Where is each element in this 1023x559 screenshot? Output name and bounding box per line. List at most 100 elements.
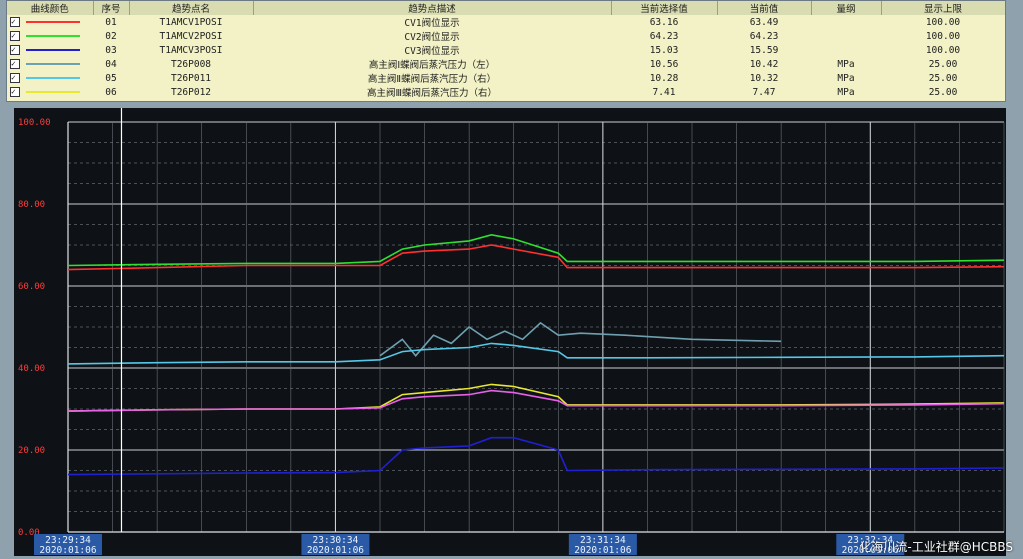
legend-header-row: 曲线颜色 序号 趋势点名 趋势点描述 当前选择值 当前值 量纲 显示上限 (7, 1, 1005, 15)
header-selected-value: 当前选择值 (611, 1, 718, 15)
legend-current-value: 7.47 (752, 86, 776, 98)
checkbox-icon[interactable]: ✓ (10, 45, 20, 55)
legend-row[interactable]: ✓ 02 T1AMCV2POSI CV2阀位显示 64.23 64.23 100.00 (7, 29, 1005, 43)
legend-row[interactable]: ✓ 03 T1AMCV3POSI CV3阀位显示 15.03 15.59 100.00 (7, 43, 1005, 57)
x-tick-label-background (34, 534, 102, 555)
legend-selected-value: 15.03 (649, 44, 679, 56)
legend-row[interactable]: ✓ 05 T26P011 高主阀Ⅱ蝶阀后蒸汽压力（右） 10.28 10.32 MPa 25.… (7, 71, 1005, 85)
legend-current-value: 10.42 (749, 58, 779, 70)
legend-current-value: 64.23 (749, 30, 779, 42)
series-color-swatch (26, 49, 80, 51)
legend-tag: T26P012 (170, 86, 212, 98)
legend-color-cell[interactable]: ✓ (7, 29, 93, 43)
legend-description: CV2阀位显示 (404, 32, 460, 43)
series-line-01 (67, 244, 1005, 271)
legend-tag: T26P008 (170, 58, 212, 70)
checkbox-icon[interactable]: ✓ (10, 73, 20, 83)
y-tick-label: 0.00 (18, 528, 40, 538)
series-line-03 (67, 436, 1005, 476)
legend-index: 06 (105, 86, 117, 98)
legend-current-value: 10.32 (749, 72, 779, 84)
legend-unit (811, 29, 881, 43)
legend-color-cell[interactable]: ✓ (7, 99, 93, 102)
legend-unit: MPa (837, 58, 855, 70)
checkbox-icon[interactable]: ✓ (10, 17, 20, 27)
legend-tag: T26P009 (129, 99, 253, 102)
y-tick-label: 60.00 (18, 282, 45, 292)
series-line-02 (67, 233, 1005, 267)
legend-tag: T1AMCV2POSI (159, 30, 223, 42)
header-tag: 趋势点名 (129, 1, 254, 15)
legend-current-value: 7.36 (717, 99, 811, 102)
x-tick-time-label: 23:29:34 (45, 535, 91, 546)
legend-tag: T1AMCV3POSI (159, 44, 223, 56)
legend-unit: MPa (837, 86, 855, 98)
legend-color-cell[interactable]: ✓ (7, 43, 93, 57)
series-color-swatch (26, 63, 80, 65)
legend-row[interactable]: ✓ 06 T26P012 高主阀Ⅲ蝶阀后蒸汽压力（右） 7.41 7.47 MPa 25.00 (7, 85, 1005, 99)
legend-description: 高主阀Ⅲ蝶阀后蒸汽压力（右） (366, 88, 498, 99)
trend-plot-area[interactable]: 100.00 80.00 60.00 40.00 20.00 0.00 23:29:34 20… (14, 108, 1006, 556)
x-tick-date-label: 2020:01:06 (39, 545, 96, 556)
header-unit: 量纲 (811, 1, 882, 15)
x-tick-time-label: 23:32:34 (847, 535, 893, 546)
legend-upper-limit: 25.00 (928, 58, 958, 70)
legend-description: 高主阀Ⅳ蝶阀后蒸汽压力（左） (253, 99, 611, 101)
header-current-value: 当前值 (717, 1, 812, 15)
legend-color-cell[interactable]: ✓ (7, 85, 93, 99)
checkbox-icon[interactable]: ✓ (10, 101, 20, 102)
legend-selected-value: 63.16 (649, 16, 679, 28)
x-tick-label-background (836, 534, 905, 555)
legend-upper-limit: 100.00 (925, 30, 961, 42)
x-tick-label-background (568, 534, 637, 555)
legend-current-value: 15.59 (749, 44, 779, 56)
legend-row[interactable]: ✓ 04 T26P008 高主阀Ⅰ蝶阀后蒸汽压力（左） 10.56 10.42 MPa 25.… (7, 57, 1005, 71)
legend-selected-value: 10.28 (649, 72, 679, 84)
legend-upper-limit: 25.00 (881, 99, 1005, 102)
checkbox-icon[interactable]: ✓ (10, 87, 20, 97)
y-tick-label: 100.00 (18, 118, 51, 128)
legend-tag: T26P011 (170, 72, 212, 84)
legend-index: 05 (105, 72, 117, 84)
legend-row[interactable]: ✓ 01 T1AMCV1POSI CV1阀位显示 63.16 63.49 100.00 (7, 15, 1005, 29)
legend-color-cell[interactable]: ✓ (7, 15, 93, 29)
checkbox-icon[interactable]: ✓ (10, 31, 20, 41)
legend-row[interactable]: ✓ 07T26P009高主阀Ⅳ蝶阀后蒸汽压力（左）7.347.36MPa25.00 (7, 99, 1005, 102)
legend-upper-limit: 25.00 (928, 86, 958, 98)
x-tick-time-label: 23:30:34 (313, 535, 359, 546)
x-tick-label-background (301, 534, 370, 555)
header-index: 序号 (93, 1, 130, 15)
legend-description: 高主阀Ⅱ蝶阀后蒸汽压力（右） (367, 74, 497, 85)
legend-index: 02 (105, 30, 117, 42)
legend-upper-limit: 100.00 (925, 16, 961, 28)
legend-unit (811, 15, 881, 29)
legend-description: 高主阀Ⅰ蝶阀后蒸汽压力（左） (368, 60, 496, 71)
series-color-swatch (26, 21, 80, 23)
checkbox-icon[interactable]: ✓ (10, 59, 20, 69)
legend-selected-value: 7.41 (652, 86, 676, 98)
x-tick-date-label: 2020:01:06 (307, 545, 364, 556)
series-line-04 (379, 321, 782, 357)
y-tick-label: 80.00 (18, 200, 45, 210)
series-color-swatch (26, 91, 80, 93)
legend-selected-value: 64.23 (649, 30, 679, 42)
legend-unit (811, 43, 881, 57)
legend-description: CV1阀位显示 (404, 18, 460, 29)
series-line-07 (67, 389, 1005, 412)
legend-index: 01 (105, 16, 117, 28)
series-color-swatch (26, 35, 80, 37)
trend-legend-table: 曲线颜色 序号 趋势点名 趋势点描述 当前选择值 当前值 量纲 显示上限 ✓ 01… (6, 0, 1006, 102)
legend-index: 07 (93, 99, 129, 102)
legend-color-cell[interactable]: ✓ (7, 71, 93, 85)
legend-upper-limit: 25.00 (928, 72, 958, 84)
trend-chart: 100.0080.0060.0040.0020.000.0023:29:3420… (18, 108, 1005, 556)
legend-color-cell[interactable]: ✓ (7, 57, 93, 71)
y-tick-label: 40.00 (18, 364, 45, 374)
legend-unit: MPa (837, 72, 855, 84)
series-line-05 (67, 342, 1005, 365)
x-tick-date-label: 2020:01:06 (842, 545, 899, 556)
legend-current-value: 63.49 (749, 16, 779, 28)
legend-upper-limit: 100.00 (925, 44, 961, 56)
series-color-swatch (26, 77, 80, 79)
legend-index: 04 (105, 58, 117, 70)
